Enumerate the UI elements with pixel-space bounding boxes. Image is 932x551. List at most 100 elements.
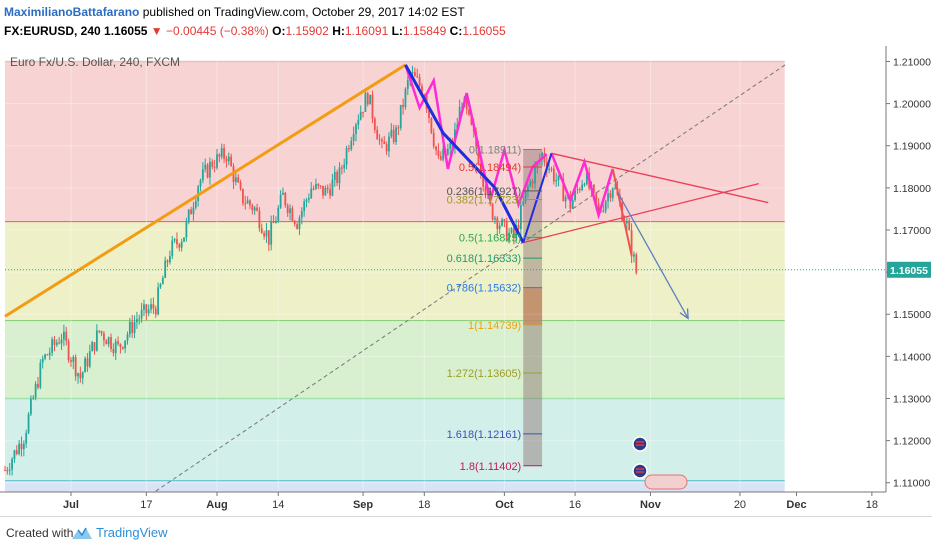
- candle-body-18: [46, 354, 49, 356]
- candle-body-103: [246, 200, 249, 204]
- candle-body-80: [192, 207, 195, 215]
- candle-body-40: [98, 330, 101, 332]
- candle-body-34: [84, 358, 86, 373]
- candle-body-79: [190, 209, 192, 215]
- candle-body-12: [32, 397, 35, 399]
- triangle-lower-line[interactable]: [523, 183, 759, 244]
- candle-body-135: [322, 185, 324, 196]
- event-flag-circle-1: [632, 463, 648, 479]
- candle-body-41: [100, 331, 103, 334]
- event-markers[interactable]: [632, 436, 688, 490]
- candle-body-105: [251, 205, 254, 211]
- orange-trend-line[interactable]: [4, 63, 407, 318]
- candle-body-24: [60, 339, 63, 344]
- candle-body-115: [274, 220, 277, 224]
- candle-body-76: [183, 237, 185, 242]
- time-tick-label-5: 18: [418, 499, 430, 511]
- candle-body-213: [505, 221, 508, 241]
- fib-labels: 0(1.18911) 0.5(1.18494) 0.236(1.17927)0.38…: [447, 144, 543, 473]
- time-tick-label-0: Jul: [63, 499, 79, 511]
- candle-body-243: [576, 189, 579, 191]
- author-link[interactable]: MaximilianoBattafarano: [4, 5, 140, 19]
- triangle-upper-line[interactable]: [551, 152, 769, 204]
- candle-body-153: [364, 93, 367, 112]
- candle-body-210: [498, 225, 501, 229]
- price-chart[interactable]: 0(1.18911) 0.5(1.18494) 0.236(1.17927)0.38…: [0, 46, 932, 516]
- candle-body-242: [574, 189, 576, 201]
- candle-body-15: [39, 362, 42, 388]
- time-tick-label-11: 18: [866, 499, 878, 511]
- fib-zone-1: [5, 221, 785, 321]
- candle-body-8: [22, 443, 25, 450]
- candle-body-96: [230, 156, 233, 167]
- magenta-zigzag-2[interactable]: [550, 152, 614, 220]
- tradingview-brand[interactable]: TradingView: [96, 525, 168, 540]
- fib-zones: [5, 48, 886, 492]
- candle-body-83: [199, 180, 202, 187]
- candle-body-19: [48, 352, 51, 356]
- red-drop-line[interactable]: [611, 168, 633, 256]
- candle-body-168: [399, 104, 402, 129]
- candle-body-102: [244, 203, 247, 205]
- candle-body-202: [479, 163, 482, 174]
- time-tick-label-3: 14: [272, 499, 284, 511]
- candle-body-234: [555, 180, 558, 182]
- symbol-label: FX:EURUSD, 240: [4, 24, 101, 38]
- candle-body-31: [77, 373, 79, 377]
- event-flag-icon-1[interactable]: [632, 463, 648, 479]
- candle-body-85: [204, 164, 207, 170]
- dashed-trend-line[interactable]: [155, 63, 788, 492]
- candle-body-140: [333, 172, 336, 180]
- candle-body-215: [510, 228, 513, 233]
- chart-title: Euro Fx/U.S. Dollar, 240, FXCM: [10, 55, 180, 69]
- candle-body-57: [138, 318, 141, 320]
- candle-body-222: [527, 186, 529, 192]
- candle-body-72: [173, 239, 176, 241]
- fib-label-8: 1.272(1.13605): [447, 368, 522, 380]
- candle-body-90: [216, 154, 218, 168]
- projection-arrow-line[interactable]: [616, 191, 689, 319]
- candle-body-6: [18, 443, 21, 455]
- candle-body-176: [418, 77, 421, 86]
- candle-body-139: [331, 179, 334, 196]
- candle-body-89: [213, 166, 216, 168]
- candle-body-211: [501, 219, 503, 226]
- blue-leg-2[interactable]: [522, 153, 553, 243]
- magenta-zigzag[interactable]: [404, 64, 548, 209]
- candle-body-146: [348, 148, 350, 150]
- grid: [5, 48, 886, 492]
- fib-label-0: 0(1.18911): [469, 144, 521, 156]
- candle-body-16: [41, 358, 44, 363]
- candle-body-48: [117, 341, 119, 344]
- blue-leg-1[interactable]: [404, 64, 525, 244]
- candle-body-237: [562, 178, 565, 202]
- candle-body-101: [242, 188, 244, 204]
- time-tick-label-10: Dec: [786, 499, 806, 511]
- time-tick-label-4: Sep: [353, 499, 373, 511]
- candle-body-132: [315, 183, 317, 189]
- event-flag-icon-0[interactable]: [632, 436, 648, 452]
- candle-body-124: [296, 224, 298, 229]
- candle-body-17: [44, 354, 46, 359]
- candle-body-181: [430, 117, 433, 133]
- symbol-line: FX:EURUSD, 240 1.16055 ▼ −0.00445 (−0.38…: [4, 24, 506, 38]
- candle-body-13: [34, 383, 37, 398]
- drawings[interactable]: [4, 63, 788, 492]
- candle-body-180: [428, 109, 430, 118]
- candle-body-98: [234, 177, 237, 183]
- candle-body-238: [564, 196, 567, 202]
- candle-body-159: [378, 139, 381, 141]
- last-price: 1.16055: [104, 24, 148, 38]
- candle-body-28: [70, 360, 72, 362]
- fib-label-10: 1.8(1.11402): [460, 461, 522, 473]
- candle-body-241: [571, 200, 574, 209]
- fib-zone-4: [5, 480, 785, 492]
- candle-body-50: [121, 346, 124, 349]
- close-label: C:: [449, 24, 463, 38]
- candle-body-145: [345, 148, 348, 165]
- price-tick-label-6: 1.15000: [893, 309, 931, 321]
- fib-zone-0: [5, 61, 785, 222]
- candle-body-156: [371, 94, 374, 119]
- fib-label-9: 1.618(1.12161): [447, 429, 522, 441]
- candle-body-118: [282, 192, 284, 195]
